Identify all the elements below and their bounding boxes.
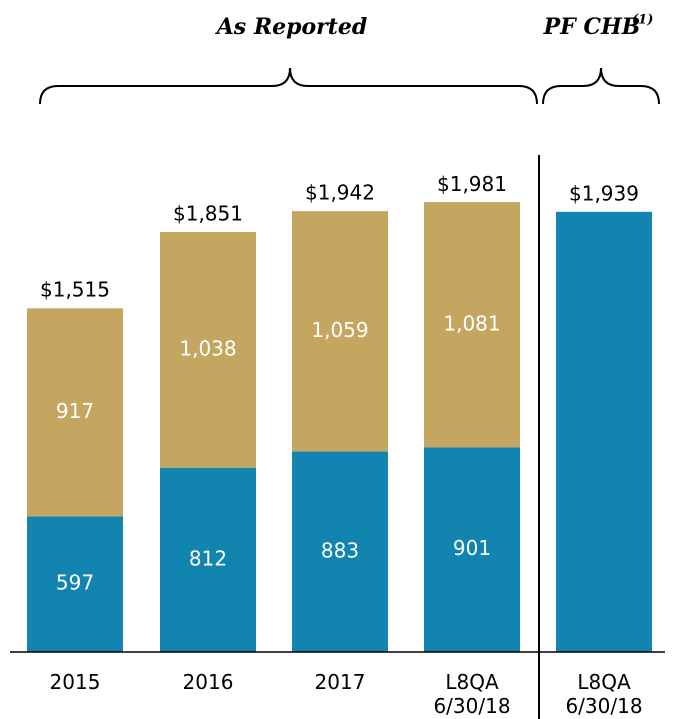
x-tick-label: L8QA 6/30/18 — [565, 670, 643, 718]
segment-label: 901 — [453, 536, 491, 560]
bar-segment — [292, 211, 388, 452]
brace — [542, 67, 660, 105]
segment-label: 1,081 — [443, 311, 500, 335]
bar-segment — [27, 308, 123, 517]
total-label: $1,851 — [173, 201, 243, 225]
segment-label: 1,038 — [179, 336, 236, 360]
segment-label: 1,059 — [311, 318, 368, 342]
segment-label: 597 — [56, 571, 94, 595]
group-title: As Reported — [215, 14, 368, 40]
total-label: $1,942 — [305, 181, 375, 205]
bar-segment — [292, 451, 388, 652]
bar-segment — [160, 232, 256, 468]
x-tick-label: 2016 — [182, 670, 234, 694]
x-tick-label: L8QA 6/30/18 — [433, 670, 511, 718]
bar — [556, 211, 652, 653]
total-label: $1,515 — [40, 278, 110, 302]
segment-label: 917 — [56, 399, 94, 423]
bar-segment — [160, 467, 256, 652]
x-tick-label: 2017 — [314, 670, 366, 694]
brace — [39, 67, 538, 105]
segment-label: 812 — [189, 546, 227, 570]
bar-segment — [424, 447, 520, 652]
bar-segment — [27, 516, 123, 652]
total-label: $1,981 — [437, 172, 507, 196]
segment-label: 883 — [321, 538, 359, 562]
group-title: PF CHB — [543, 14, 641, 40]
x-tick-label: 2015 — [49, 670, 101, 694]
total-label: $1,939 — [569, 181, 639, 205]
bar-segment — [424, 202, 520, 448]
group-note: (1) — [632, 13, 653, 28]
